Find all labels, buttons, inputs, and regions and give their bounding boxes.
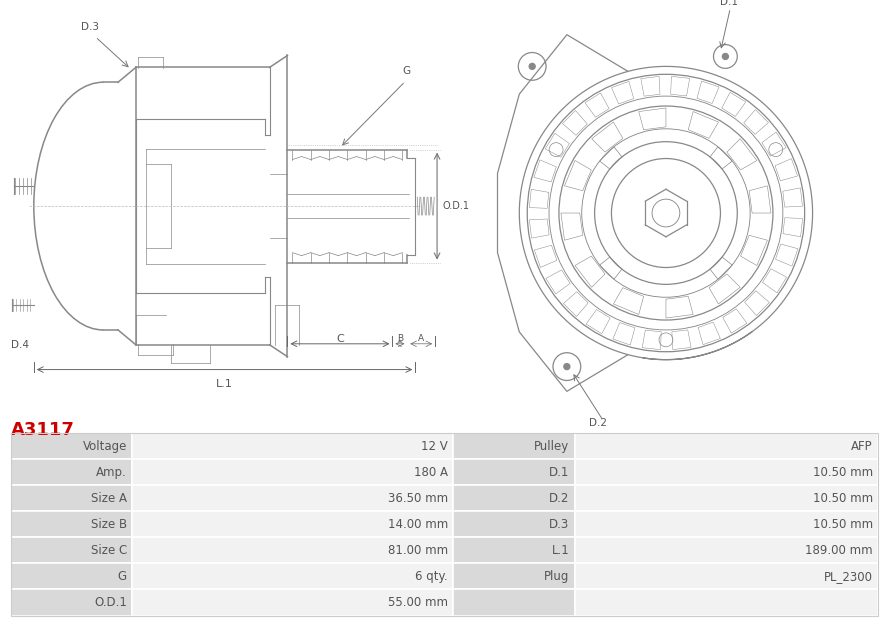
Text: D.2: D.2 [549, 492, 569, 505]
Text: 180 A: 180 A [414, 465, 448, 478]
Text: D.4: D.4 [11, 340, 28, 350]
Text: D.3: D.3 [82, 22, 100, 32]
Text: A3117: A3117 [11, 421, 75, 439]
Text: G: G [117, 570, 127, 583]
Text: G: G [403, 66, 411, 76]
Text: 55.00 mm: 55.00 mm [388, 596, 448, 609]
Text: PL_2300: PL_2300 [824, 570, 873, 583]
Text: Size B: Size B [91, 518, 127, 531]
Circle shape [529, 64, 535, 69]
Text: Size A: Size A [91, 492, 127, 505]
Text: Plug: Plug [544, 570, 569, 583]
Text: O.D.1: O.D.1 [94, 596, 127, 609]
Text: Voltage: Voltage [83, 439, 127, 452]
Circle shape [723, 54, 728, 59]
Text: C: C [336, 334, 344, 344]
Text: 6 qty.: 6 qty. [415, 570, 448, 583]
Text: L.1: L.1 [216, 379, 233, 389]
Text: L.1: L.1 [551, 544, 569, 557]
Text: 10.50 mm: 10.50 mm [813, 492, 873, 505]
Text: 189.00 mm: 189.00 mm [805, 544, 873, 557]
Text: D.1: D.1 [720, 0, 739, 7]
Text: Amp.: Amp. [96, 465, 127, 478]
Text: Pulley: Pulley [534, 439, 569, 452]
Text: 10.50 mm: 10.50 mm [813, 518, 873, 531]
Circle shape [564, 364, 570, 369]
Text: O.D.1: O.D.1 [442, 201, 469, 211]
Text: AFP: AFP [852, 439, 873, 452]
Text: D.2: D.2 [589, 418, 606, 428]
Text: 81.00 mm: 81.00 mm [388, 544, 448, 557]
Text: Size C: Size C [91, 544, 127, 557]
Text: 14.00 mm: 14.00 mm [388, 518, 448, 531]
Text: D.1: D.1 [549, 465, 569, 478]
Text: 36.50 mm: 36.50 mm [388, 492, 448, 505]
Text: 12 V: 12 V [421, 439, 448, 452]
Text: D.3: D.3 [549, 518, 569, 531]
Text: A: A [418, 335, 424, 343]
Text: B: B [396, 335, 403, 343]
Text: 10.50 mm: 10.50 mm [813, 465, 873, 478]
